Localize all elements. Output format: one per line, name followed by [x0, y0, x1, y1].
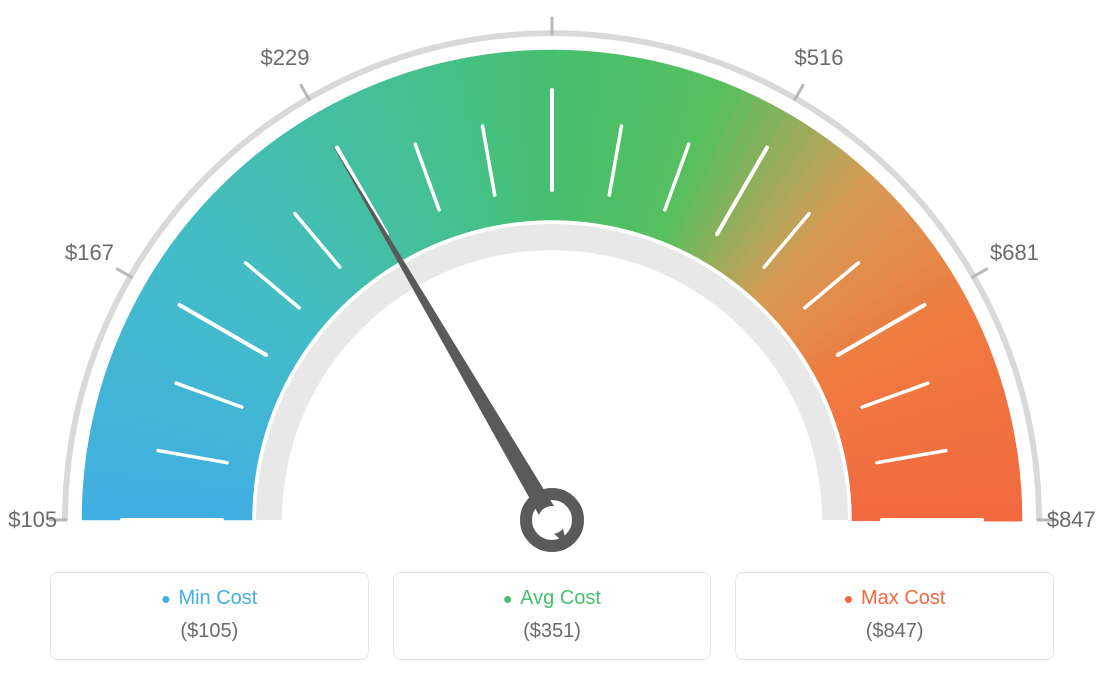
legend-card-max: Max Cost ($847) — [735, 572, 1054, 660]
legend-title-max: Max Cost — [844, 587, 946, 610]
legend-value-max: ($847) — [748, 620, 1041, 643]
legend-title-avg: Avg Cost — [503, 587, 601, 610]
gauge-tick-label: $847 — [1047, 507, 1096, 533]
legend-title-avg-text: Avg Cost — [520, 587, 601, 610]
gauge-tick-label: $167 — [65, 240, 114, 266]
gauge-svg — [0, 0, 1104, 560]
legend-title-min: Min Cost — [161, 587, 257, 610]
legend-value-min: ($105) — [63, 620, 356, 643]
gauge-area: $105$167$229$351$516$681$847 — [0, 0, 1104, 560]
gauge-tick-label: $105 — [8, 507, 57, 533]
legend-value-avg: ($351) — [406, 620, 699, 643]
legend-card-avg: Avg Cost ($351) — [393, 572, 712, 660]
gauge-chart-container: $105$167$229$351$516$681$847 Min Cost ($… — [0, 0, 1104, 690]
legend-title-max-text: Max Cost — [861, 587, 945, 610]
gauge-tick-label: $229 — [261, 45, 310, 71]
gauge-tick-label: $516 — [795, 45, 844, 71]
legend-title-min-text: Min Cost — [178, 587, 257, 610]
legend-card-min: Min Cost ($105) — [50, 572, 369, 660]
legend-row: Min Cost ($105) Avg Cost ($351) Max Cost… — [50, 572, 1054, 660]
gauge-tick-label: $681 — [990, 240, 1039, 266]
